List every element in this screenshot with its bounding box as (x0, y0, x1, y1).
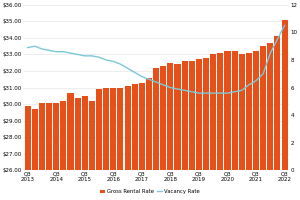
Bar (182, 61, 188, 200)
Bar (32, 109, 38, 200)
Bar (82, 96, 88, 200)
Bar (210, 54, 216, 200)
Bar (96, 89, 102, 200)
Bar (103, 88, 109, 200)
Bar (203, 58, 209, 200)
Bar (224, 51, 230, 200)
Bar (139, 83, 145, 200)
Bar (146, 78, 152, 200)
Bar (110, 88, 116, 200)
Bar (68, 93, 74, 200)
Bar (89, 101, 95, 200)
Bar (39, 103, 45, 200)
Legend: Gross Rental Rate, Vacancy Rate: Gross Rental Rate, Vacancy Rate (98, 187, 202, 196)
Bar (189, 61, 195, 200)
Bar (281, 20, 288, 200)
Bar (124, 86, 130, 200)
Bar (117, 88, 124, 200)
Bar (153, 68, 159, 200)
Bar (75, 98, 81, 200)
Bar (253, 51, 259, 200)
Bar (160, 66, 166, 200)
Bar (60, 101, 66, 200)
Bar (239, 54, 245, 200)
Bar (167, 63, 173, 200)
Bar (267, 43, 273, 200)
Bar (132, 84, 138, 200)
Bar (25, 106, 31, 200)
Bar (260, 46, 266, 200)
Bar (196, 59, 202, 200)
Bar (46, 103, 52, 200)
Bar (175, 64, 181, 200)
Bar (53, 103, 59, 200)
Bar (274, 36, 280, 200)
Bar (232, 51, 238, 200)
Bar (217, 53, 224, 200)
Bar (246, 53, 252, 200)
